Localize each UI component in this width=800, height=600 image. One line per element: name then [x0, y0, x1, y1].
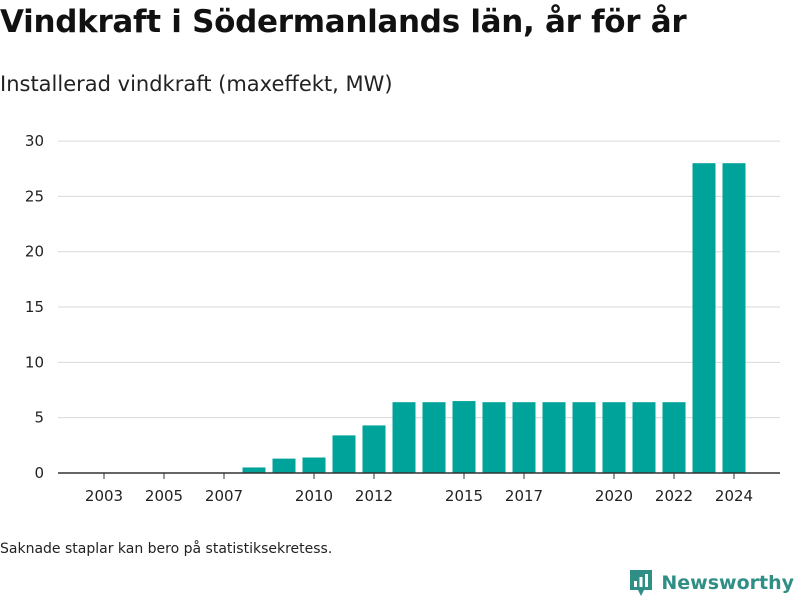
grid-layer: [58, 140, 780, 419]
bar-chart: 0 5 10 15 20 25 30 2003 2005 2007 2010 2012 2015 201…: [25, 132, 780, 505]
bar-2010: [302, 457, 326, 473]
x-tick-label: 2003: [85, 487, 123, 505]
bar-2020: [602, 402, 626, 473]
y-tick-label: 25: [25, 187, 44, 205]
bar-2018: [542, 402, 566, 473]
x-tick-label: 2015: [445, 487, 483, 505]
newsworthy-logo-icon: [630, 570, 653, 596]
y-tick-label: 5: [34, 409, 44, 427]
x-tick-label: 2022: [655, 487, 693, 505]
brand-name: Newsworthy: [661, 572, 794, 594]
y-tick-label: 30: [25, 132, 44, 150]
y-tick-label: 10: [25, 353, 44, 371]
x-tick-label: 2020: [595, 487, 633, 505]
y-tick-label: 15: [25, 298, 44, 316]
bar-2009: [272, 458, 296, 473]
footnote: Saknade staplar kan bero på statistiksek…: [0, 541, 333, 557]
y-tick-label: 0: [34, 464, 44, 482]
bar-2014: [422, 402, 446, 473]
brand-logo: Newsworthy: [628, 568, 794, 598]
bar-2012: [362, 425, 386, 473]
page-title: Vindkraft i Södermanlands län, år för år: [0, 4, 687, 40]
x-tick-label: 2024: [715, 487, 753, 505]
bar-2016: [482, 402, 506, 473]
bar-2022: [662, 402, 686, 473]
x-tick-label: 2007: [205, 487, 243, 505]
x-axis: 2003 2005 2007 2010 2012 2015 2017 2020 2022 2024: [58, 472, 780, 505]
chart-subtitle: Installerad vindkraft (maxeffekt, MW): [0, 72, 393, 96]
y-axis-labels: 0 5 10 15 20 25 30: [25, 132, 44, 482]
bar-2015: [452, 401, 476, 473]
x-tick-label: 2005: [145, 487, 183, 505]
bar-2024: [722, 163, 746, 473]
y-tick-label: 20: [25, 243, 44, 261]
x-tick-label: 2012: [355, 487, 393, 505]
bar-2017: [512, 402, 536, 473]
x-tick-label: 2010: [295, 487, 333, 505]
bars-layer: [242, 163, 746, 473]
bar-2011: [332, 435, 356, 473]
x-tick-label: 2017: [505, 487, 543, 505]
bar-2021: [632, 402, 656, 473]
bar-2023: [692, 163, 716, 473]
bar-2008: [242, 467, 266, 473]
bar-2013: [392, 402, 416, 473]
bar-2019: [572, 402, 596, 473]
